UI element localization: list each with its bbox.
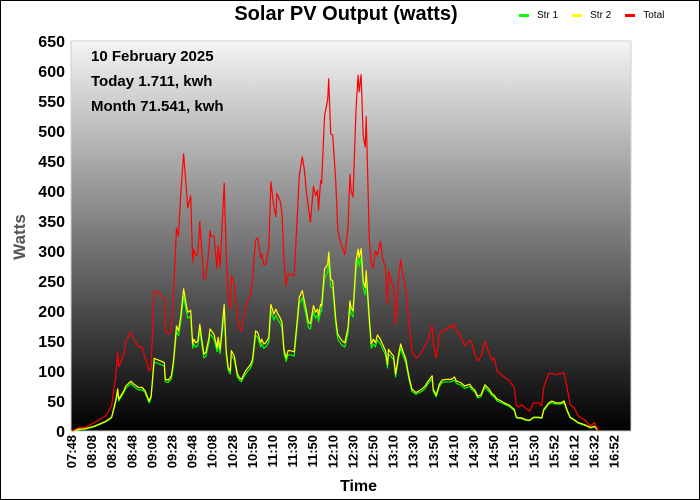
x-tick-label: 08:28	[104, 435, 119, 468]
legend-item-total: Total	[625, 10, 664, 21]
x-tick-label: 11:10	[265, 435, 280, 468]
x-tick-label: 15:52	[546, 435, 561, 468]
x-tick-label: 09:48	[185, 435, 200, 468]
x-tick-label: 13:30	[406, 435, 421, 468]
x-tick-label: 16:12	[567, 435, 582, 468]
y-tick-label: 50	[47, 394, 65, 411]
x-tick-label: 15:30	[526, 435, 541, 468]
legend-label-str2: Str 2	[590, 10, 612, 21]
x-tick-label: 08:48	[124, 435, 139, 468]
y-tick-label: 300	[38, 244, 65, 261]
legend-label-total: Total	[643, 10, 665, 21]
x-tick-label: 12:50	[366, 435, 381, 468]
x-tick-label: 14:30	[466, 435, 481, 468]
x-tick-label: 14:10	[446, 435, 461, 468]
x-tick-label: 16:52	[607, 435, 622, 468]
x-axis-label: Time	[340, 478, 378, 495]
x-tick-label: 12:10	[325, 435, 340, 468]
legend: Str 1 Str 2 Total	[519, 10, 664, 21]
y-tick-label: 600	[38, 64, 65, 81]
legend-label-str1: Str 1	[537, 10, 559, 21]
legend-swatch-str2	[572, 14, 583, 17]
x-tick-label: 09:28	[165, 435, 180, 468]
x-tick-label: 14:50	[486, 435, 501, 468]
x-tick-label: 11:30	[285, 435, 300, 468]
x-tick-label: 08:08	[84, 435, 99, 468]
x-tick-label: 13:50	[426, 435, 441, 468]
legend-item-str1: Str 1	[519, 10, 558, 21]
x-tick-label: 11:50	[305, 435, 320, 468]
y-tick-label: 500	[38, 124, 65, 141]
x-tick-label: 09:08	[144, 435, 159, 468]
y-tick-label: 250	[38, 274, 65, 291]
legend-item-str2: Str 2	[572, 10, 611, 21]
x-tick-label: 15:10	[506, 435, 521, 468]
y-tick-label: 200	[38, 304, 65, 321]
month-energy-annotation: Month 71.541, kwh	[91, 98, 224, 115]
y-tick-label: 400	[38, 184, 65, 201]
y-tick-label: 150	[38, 334, 65, 351]
today-energy-annotation: Today 1.711, kwh	[91, 73, 213, 90]
x-tick-label: 10:28	[225, 435, 240, 468]
y-axis-label: Watts	[9, 214, 29, 260]
y-tick-label: 550	[38, 94, 65, 111]
y-tick-label: 450	[38, 154, 65, 171]
x-tick-label: 13:10	[386, 435, 401, 468]
x-tick-label: 07:48	[64, 435, 79, 468]
legend-swatch-total	[625, 14, 636, 17]
y-tick-label: 100	[38, 364, 65, 381]
x-tick-label: 12:30	[345, 435, 360, 468]
date-annotation: 10 February 2025	[91, 48, 214, 65]
x-tick-label: 10:08	[205, 435, 220, 468]
chart-title: Solar PV Output (watts)	[234, 3, 458, 25]
x-tick-label: 10:50	[245, 435, 260, 468]
x-tick-label: 16:32	[587, 435, 602, 468]
legend-swatch-str1	[519, 14, 529, 17]
y-tick-label: 0	[56, 424, 65, 441]
y-tick-label: 350	[38, 214, 65, 231]
y-tick-label: 650	[38, 34, 65, 51]
